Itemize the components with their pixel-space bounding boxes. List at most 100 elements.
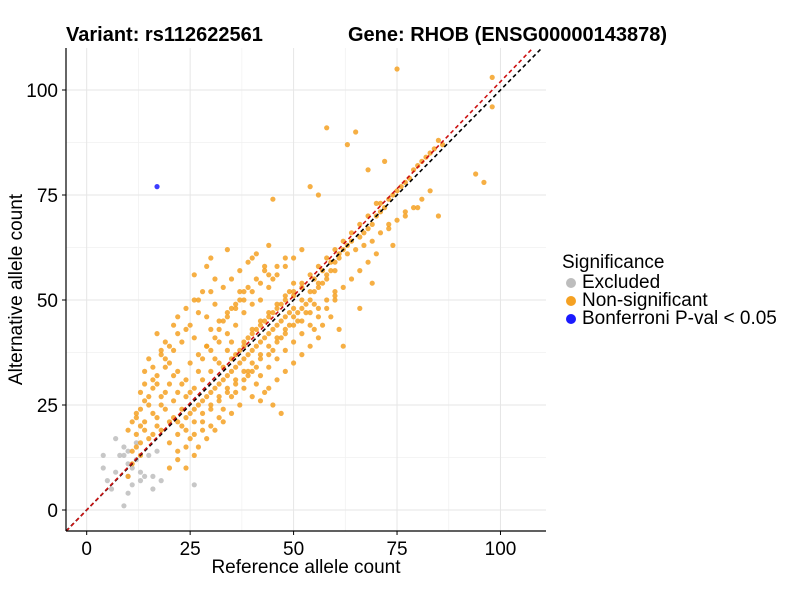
point-non-significant [170, 373, 177, 379]
point-non-significant [237, 360, 243, 366]
point-non-significant [183, 465, 189, 471]
point-non-significant [282, 331, 288, 337]
point-excluded [117, 452, 123, 458]
point-non-significant [150, 431, 156, 437]
point-non-significant [191, 452, 197, 458]
point-non-significant [241, 339, 247, 345]
point-non-significant [245, 368, 251, 374]
point-non-significant [208, 326, 214, 332]
point-excluded [125, 490, 131, 496]
point-non-significant [307, 310, 313, 316]
point-non-significant [233, 381, 239, 387]
point-non-significant [373, 251, 379, 257]
point-non-significant [386, 221, 392, 227]
point-non-significant [324, 255, 330, 261]
legend-label-non-significant: Non-significant [582, 290, 708, 311]
point-excluded [121, 444, 127, 450]
point-non-significant [175, 314, 181, 320]
point-non-significant [170, 398, 177, 404]
point-non-significant [166, 343, 173, 349]
point-excluded [113, 436, 119, 442]
point-non-significant [179, 423, 185, 429]
point-non-significant [175, 419, 181, 425]
point-non-significant [204, 343, 210, 349]
x-tick-label: 0 [81, 539, 92, 560]
point-excluded [137, 469, 144, 475]
point-non-significant [220, 419, 226, 425]
point-non-significant [357, 268, 363, 274]
point-non-significant [212, 356, 218, 362]
point-non-significant [295, 318, 301, 324]
point-non-significant [175, 368, 181, 374]
reference-line-expected [65, 47, 534, 532]
point-non-significant [158, 427, 164, 433]
point-non-significant [150, 385, 156, 391]
point-non-significant [224, 314, 230, 320]
point-non-significant [435, 137, 442, 143]
point-non-significant [274, 322, 280, 328]
point-non-significant [241, 385, 247, 391]
point-non-significant [183, 305, 189, 311]
point-non-significant [220, 406, 226, 412]
point-non-significant [216, 415, 222, 421]
y-tick-label: 25 [37, 396, 58, 417]
point-non-significant [195, 444, 202, 450]
point-non-significant [150, 364, 156, 370]
point-non-significant [266, 284, 272, 290]
point-non-significant [150, 377, 156, 383]
point-non-significant [175, 431, 181, 437]
point-non-significant [332, 289, 338, 295]
legend: Significance Excluded Non-significant Bo… [562, 252, 777, 329]
point-non-significant [199, 410, 206, 416]
point-non-significant [481, 179, 487, 185]
point-non-significant [390, 242, 396, 248]
point-non-significant [386, 226, 392, 232]
point-non-significant [266, 385, 272, 391]
point-non-significant [224, 385, 230, 391]
point-non-significant [245, 335, 251, 341]
point-non-significant [175, 389, 181, 395]
point-non-significant [282, 263, 288, 269]
point-non-significant [373, 200, 379, 206]
point-non-significant [299, 280, 305, 286]
point-non-significant [249, 326, 255, 332]
point-non-significant [365, 167, 371, 173]
point-non-significant [146, 402, 152, 408]
x-axis-label: Reference allele count [211, 557, 401, 578]
point-non-significant [146, 436, 152, 442]
point-non-significant [204, 436, 210, 442]
point-non-significant [257, 297, 264, 303]
point-non-significant [262, 389, 268, 395]
point-non-significant [315, 284, 322, 290]
point-non-significant [266, 314, 272, 320]
point-non-significant [179, 381, 185, 387]
point-non-significant [257, 280, 264, 286]
point-non-significant [266, 343, 272, 349]
point-non-significant [183, 326, 189, 332]
point-non-significant [137, 440, 144, 446]
point-non-significant [195, 368, 202, 374]
point-non-significant [278, 318, 284, 324]
point-non-significant [208, 255, 214, 261]
point-non-significant [270, 310, 276, 316]
point-non-significant [191, 406, 197, 412]
point-non-significant [170, 322, 177, 328]
point-non-significant [133, 431, 139, 437]
point-non-significant [278, 335, 284, 341]
point-non-significant [266, 364, 272, 370]
point-non-significant [394, 217, 400, 223]
point-non-significant [228, 368, 235, 374]
point-non-significant [369, 280, 375, 286]
legend-key-excluded [566, 278, 576, 288]
point-non-significant [228, 356, 235, 362]
point-non-significant [237, 402, 243, 408]
point-non-significant [274, 377, 280, 383]
point-non-significant [245, 259, 251, 265]
point-non-significant [307, 343, 313, 349]
point-non-significant [241, 368, 247, 374]
point-non-significant [133, 410, 139, 416]
point-non-significant [142, 381, 148, 387]
point-non-significant [249, 289, 255, 295]
point-non-significant [377, 200, 384, 206]
point-non-significant [133, 415, 139, 421]
